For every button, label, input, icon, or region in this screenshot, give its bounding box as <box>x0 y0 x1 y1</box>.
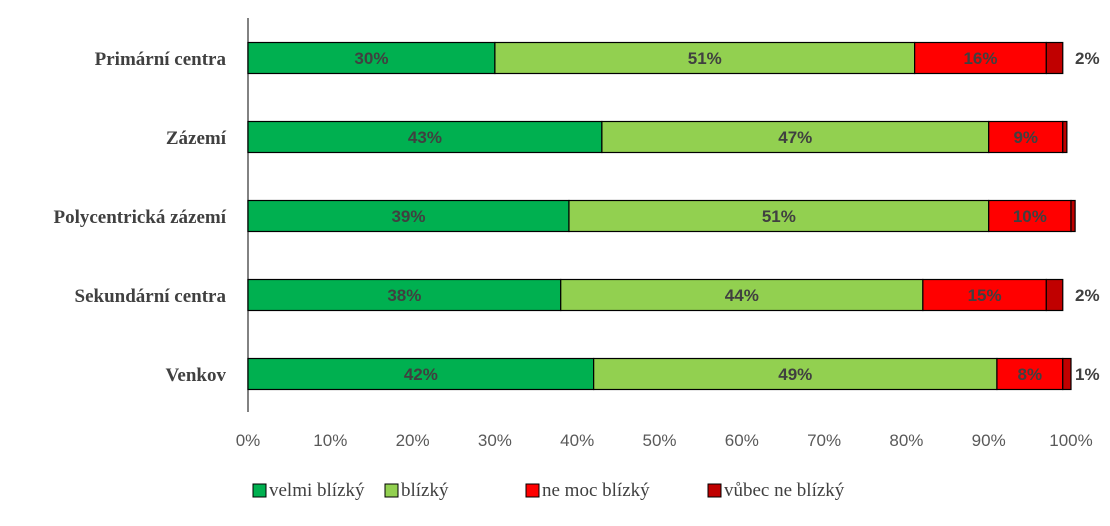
x-tick-label: 60% <box>725 431 759 450</box>
data-label: 30% <box>354 49 388 68</box>
data-label: 47% <box>778 128 812 147</box>
data-label: 43% <box>408 128 442 147</box>
legend-label: vůbec ne blízký <box>724 480 845 501</box>
data-label: 2% <box>1075 49 1100 68</box>
data-label: 16% <box>963 49 997 68</box>
data-label: 44% <box>725 286 759 305</box>
bar-segment-blízký <box>494 41 916 75</box>
bar-segment-vůbec-ne-blízký <box>1045 41 1064 75</box>
legend-label: velmi blízký <box>269 480 365 501</box>
bar-segment-velmi-blízký <box>247 278 562 312</box>
data-label: 38% <box>387 286 421 305</box>
x-tick-label: 50% <box>642 431 676 450</box>
x-tick-label: 70% <box>807 431 841 450</box>
legend-swatch <box>707 483 722 498</box>
data-label: 10% <box>1013 207 1047 226</box>
legend-label: ne moc blízký <box>542 480 650 501</box>
bar-segment-ne-moc-blízký <box>988 199 1072 233</box>
x-tick-label: 100% <box>1049 431 1092 450</box>
bar-segment-blízký <box>560 278 924 312</box>
data-label: 1% <box>1075 365 1100 384</box>
category-label: Polycentrická zázemí <box>53 207 226 228</box>
data-label: 42% <box>404 365 438 384</box>
data-label: 9% <box>1013 128 1038 147</box>
x-tick-label: 80% <box>889 431 923 450</box>
data-label: 39% <box>391 207 425 226</box>
legend-swatch <box>525 483 540 498</box>
x-tick-label: 20% <box>396 431 430 450</box>
data-label: 8% <box>1018 365 1043 384</box>
legend-swatch <box>252 483 267 498</box>
legend-label: blízký <box>401 480 449 501</box>
x-tick-label: 90% <box>972 431 1006 450</box>
category-label: Venkov <box>165 365 226 386</box>
data-label: 15% <box>968 286 1002 305</box>
x-tick-label: 30% <box>478 431 512 450</box>
data-label: 2% <box>1075 286 1100 305</box>
bar-segment-ne-moc-blízký <box>996 357 1064 391</box>
x-tick-label: 10% <box>313 431 347 450</box>
bar-segment-vůbec-ne-blízký <box>1062 120 1068 154</box>
data-label: 49% <box>778 365 812 384</box>
bar-segment-velmi-blízký <box>247 357 595 391</box>
category-label: Zázemí <box>166 128 227 149</box>
bar-segment-vůbec-ne-blízký <box>1070 199 1076 233</box>
data-label: 51% <box>762 207 796 226</box>
category-label: Primární centra <box>95 49 227 70</box>
x-tick-label: 40% <box>560 431 594 450</box>
data-label: 51% <box>688 49 722 68</box>
bar-segment-ne-moc-blízký <box>914 41 1047 75</box>
category-label: Sekundární centra <box>75 286 227 307</box>
bar-segment-vůbec-ne-blízký <box>1062 357 1072 391</box>
bar-segment-vůbec-ne-blízký <box>1045 278 1064 312</box>
bar-segment-blízký <box>593 357 998 391</box>
legend-swatch <box>384 483 399 498</box>
x-tick-label: 0% <box>236 431 261 450</box>
